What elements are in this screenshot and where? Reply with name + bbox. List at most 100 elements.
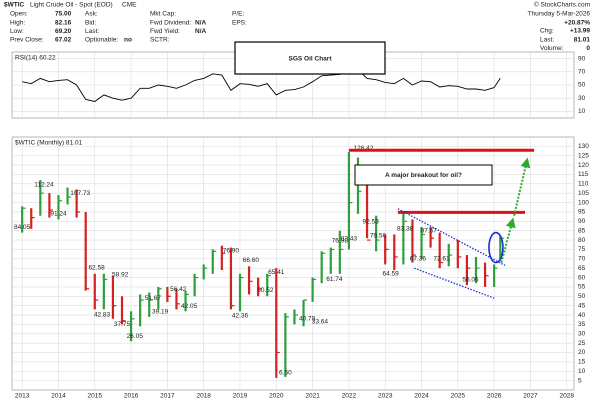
price-label: 62.58 bbox=[88, 264, 105, 271]
title-box bbox=[234, 41, 386, 75]
y-tick-label: 10 bbox=[578, 108, 586, 115]
price-label: 72.61 bbox=[433, 256, 450, 263]
price-label: 76.98 bbox=[332, 237, 349, 244]
y-tick-label: 90 bbox=[578, 218, 586, 225]
breakout-arrow bbox=[500, 217, 516, 263]
field-label: P/E: bbox=[232, 11, 244, 18]
price-label: 107.73 bbox=[70, 190, 90, 197]
y-tick-label: 45 bbox=[578, 302, 586, 309]
price-label: 64.59 bbox=[383, 271, 400, 278]
y-tick-label: 30 bbox=[578, 95, 586, 102]
field-value: 75.00 bbox=[55, 11, 72, 18]
price-label: 33.64 bbox=[312, 319, 329, 326]
field-label: Ask: bbox=[85, 11, 98, 18]
field-value: 69.20 bbox=[55, 28, 72, 35]
stat-value: +13.99 bbox=[570, 28, 590, 35]
price-label: 56.42 bbox=[170, 286, 187, 293]
panel-label: $WTIC (Monthly) 81.01 bbox=[15, 140, 83, 147]
y-tick-label: 80 bbox=[578, 237, 586, 244]
y-tick-label: 50 bbox=[578, 293, 586, 300]
price-label: 42.83 bbox=[94, 311, 111, 318]
field-label: Prev Close: bbox=[10, 37, 44, 44]
field-label: Last: bbox=[85, 28, 99, 35]
field-value: N/A bbox=[195, 19, 207, 26]
price-label: 58.92 bbox=[112, 271, 129, 278]
price-label: 6.50 bbox=[279, 370, 292, 377]
y-tick-label: 35 bbox=[578, 321, 586, 328]
x-tick-label: 2016 bbox=[124, 393, 139, 400]
y-tick-label: 30 bbox=[578, 330, 586, 337]
price-label: 26.05 bbox=[127, 333, 144, 340]
y-tick-label: 50 bbox=[578, 82, 586, 89]
price-label: 79.56 bbox=[370, 233, 387, 240]
stat-value: 0 bbox=[586, 45, 590, 52]
price-label: 84.05 bbox=[14, 224, 31, 231]
y-tick-label: 115 bbox=[578, 171, 589, 178]
price-label: 126.42 bbox=[353, 145, 373, 152]
field-label: SCTR: bbox=[150, 37, 170, 44]
field-value: N/A bbox=[195, 28, 207, 35]
y-tick-label: 70 bbox=[578, 256, 586, 263]
field-label: High: bbox=[10, 19, 25, 26]
watermark: © StockCharts.com bbox=[534, 1, 590, 9]
x-tick-label: 2013 bbox=[15, 393, 30, 400]
date: Thursday 5-Mar-2026 bbox=[528, 11, 591, 18]
y-tick-label: 95 bbox=[578, 209, 586, 216]
field-label: Fwd Yield: bbox=[150, 28, 180, 35]
x-tick-label: 2026 bbox=[487, 393, 502, 400]
y-tick-label: 130 bbox=[578, 143, 589, 150]
field-value: 67.02 bbox=[55, 37, 72, 44]
y-tick-label: 75 bbox=[578, 246, 586, 253]
y-tick-label: 65 bbox=[578, 265, 586, 272]
y-tick-label: 10 bbox=[578, 368, 586, 375]
price-label: 56.06 bbox=[462, 277, 479, 284]
stat-label: Volume: bbox=[540, 45, 564, 52]
price-label: 92.53 bbox=[363, 218, 380, 225]
field-value: no bbox=[124, 37, 132, 44]
channel-line bbox=[414, 267, 495, 299]
y-tick-label: 85 bbox=[578, 227, 586, 234]
price-label: 83.38 bbox=[397, 225, 414, 232]
x-tick-label: 2025 bbox=[451, 393, 466, 400]
x-tick-label: 2024 bbox=[414, 393, 429, 400]
y-tick-label: 105 bbox=[578, 190, 589, 197]
price-label: 42.05 bbox=[181, 303, 198, 310]
y-tick-label: 100 bbox=[578, 199, 589, 206]
channel-line bbox=[397, 208, 506, 266]
y-tick-label: 60 bbox=[578, 274, 586, 281]
price-label: 42.36 bbox=[232, 312, 249, 319]
x-tick-label: 2021 bbox=[305, 393, 320, 400]
instrument-name: Light Crude Oil - Spot (EOD) bbox=[30, 2, 113, 9]
x-tick-label: 2028 bbox=[560, 393, 575, 400]
x-tick-label: 2018 bbox=[196, 393, 211, 400]
price-label: 61.74 bbox=[326, 276, 343, 283]
x-tick-label: 2017 bbox=[160, 393, 175, 400]
y-tick-label: 90 bbox=[578, 55, 586, 62]
stat-label: Last: bbox=[540, 36, 554, 43]
symbol: $WTIC bbox=[4, 2, 25, 9]
price-label: 37.75 bbox=[114, 321, 131, 328]
stat-value: 81.01 bbox=[574, 36, 591, 43]
breakout-arrow bbox=[513, 157, 531, 216]
field-value: 82.16 bbox=[55, 19, 72, 26]
y-tick-label: 5 bbox=[578, 377, 582, 384]
y-tick-label: 125 bbox=[578, 152, 589, 159]
y-tick-label: 15 bbox=[578, 359, 586, 366]
price-label: 112.24 bbox=[34, 181, 54, 188]
field-label: Fwd Dividend: bbox=[150, 19, 191, 26]
price-label: 67.36 bbox=[410, 255, 427, 262]
field-label: EPS: bbox=[232, 19, 247, 26]
y-tick-label: 25 bbox=[578, 340, 586, 347]
x-tick-label: 2019 bbox=[233, 393, 248, 400]
callout-box bbox=[354, 164, 493, 186]
price-label: 91.24 bbox=[50, 211, 67, 218]
x-tick-label: 2023 bbox=[378, 393, 393, 400]
exchange: CME bbox=[122, 2, 137, 9]
callout: A major breakout for oil? bbox=[385, 172, 462, 179]
field-label: Bid: bbox=[85, 19, 96, 26]
price-label: 66.60 bbox=[243, 257, 260, 264]
change-pct: +20.87% bbox=[564, 20, 590, 27]
x-tick-label: 2022 bbox=[342, 393, 357, 400]
